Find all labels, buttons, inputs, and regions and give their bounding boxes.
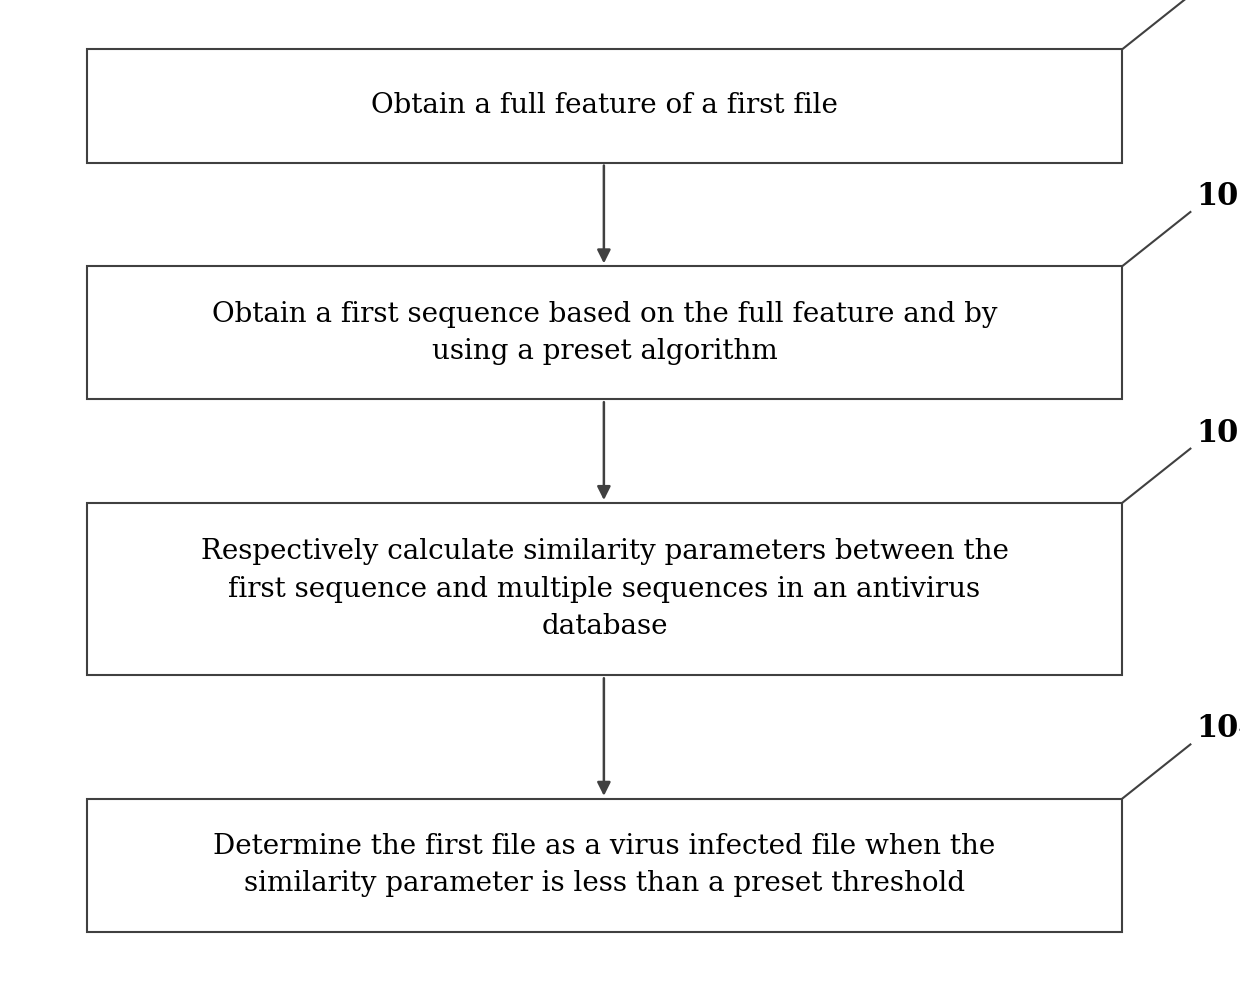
Bar	[87, 503, 1122, 675]
Bar	[87, 266, 1122, 399]
Text: 104: 104	[1197, 714, 1240, 744]
Text: Obtain a full feature of a first file: Obtain a full feature of a first file	[371, 93, 838, 119]
Text: Obtain a first sequence based on the full feature and by
using a preset algorith: Obtain a first sequence based on the ful…	[212, 301, 997, 365]
Text: 102: 102	[1197, 181, 1240, 212]
Text: 103: 103	[1197, 418, 1240, 449]
Text: Determine the first file as a virus infected file when the
similarity parameter : Determine the first file as a virus infe…	[213, 833, 996, 897]
Bar	[87, 799, 1122, 932]
Text: Respectively calculate similarity parameters between the
first sequence and mult: Respectively calculate similarity parame…	[201, 538, 1008, 640]
Bar	[87, 49, 1122, 163]
